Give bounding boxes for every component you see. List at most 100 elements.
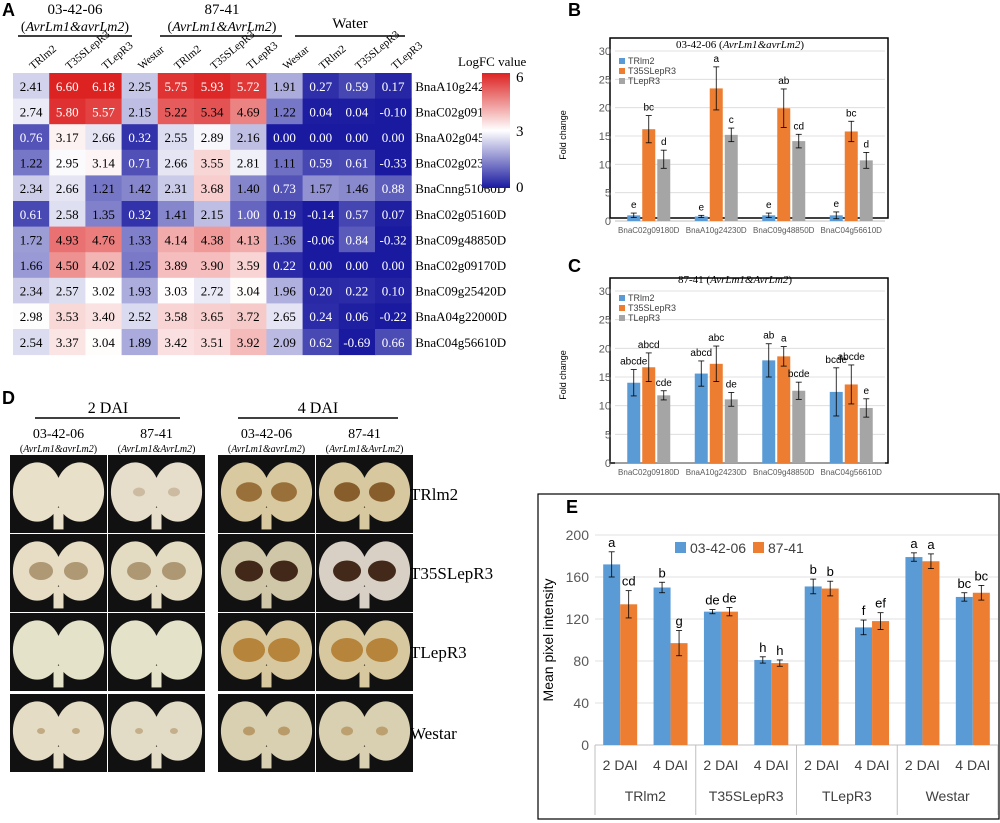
heatmap-cell-value: 0.04 <box>346 104 369 119</box>
significance-letter: b <box>658 565 665 580</box>
bar <box>670 643 688 745</box>
heatmap-cell <box>375 73 412 100</box>
heatmap-cell <box>230 201 267 228</box>
panel-b: B 03-42-06 (AvrLm1&avrLm2) Fold change 0… <box>558 0 889 235</box>
heatmap-cell-value: 3.92 <box>237 335 260 350</box>
bar <box>657 159 671 221</box>
heatmap-row-label: BnaC02g09170D <box>415 258 506 273</box>
heatmap-cell <box>121 252 159 279</box>
heatmap-cell <box>13 149 50 176</box>
bar <box>792 390 806 463</box>
y-tick-label: 80 <box>573 653 589 669</box>
lesion-spot <box>29 562 54 580</box>
heatmap-cell-value: 0.10 <box>382 284 405 299</box>
legend-label: T35SLepR3 <box>628 303 676 313</box>
x-group-label: T35SLepR3 <box>709 788 784 804</box>
heatmap-cell <box>85 303 123 330</box>
legend-label: TLepR3 <box>628 313 660 323</box>
heatmap-cell-value: 0.59 <box>346 79 369 94</box>
significance-letter: bc <box>974 568 988 583</box>
significance-letter: de <box>705 593 719 608</box>
significance-letter: ab <box>778 76 790 87</box>
heatmap-cell <box>194 303 231 330</box>
chart-frame <box>537 493 1000 820</box>
cotyledon-petiole <box>359 665 370 688</box>
heatmap-cell <box>230 252 267 279</box>
heatmap-cell-value: 3.58 <box>165 309 188 324</box>
heatmap-col-label: Westar <box>281 43 312 72</box>
heatmap-cell <box>230 98 267 125</box>
heatmap-cell <box>157 226 195 253</box>
chart-c-plot: 051015202530abcdeabcdcdeBnaC02g09180Dabc… <box>599 277 889 477</box>
panel-a-label: A <box>2 0 15 20</box>
isolate-genotype: (AvrLm1&AvrLm2) <box>326 444 404 455</box>
heatmap-cell-value: 5.34 <box>201 104 224 119</box>
bar <box>720 611 738 745</box>
significance-letter: de <box>726 379 738 390</box>
legend-gradient-bar <box>482 73 510 188</box>
cotyledon-photos <box>10 455 413 772</box>
heatmap-cell-value: 1.72 <box>20 232 43 247</box>
heatmap-cell-value: 6.60 <box>56 79 79 94</box>
significance-letter: abcde <box>838 352 866 363</box>
y-tick-label: 15 <box>599 131 611 143</box>
legend-swatch <box>619 68 625 74</box>
heatmap-cell <box>121 277 159 304</box>
heatmap-cell <box>49 201 86 228</box>
chart-b-ylabel: Fold change <box>558 110 568 160</box>
isolate-genotype: (AvrLm1&AvrLm2) <box>118 444 196 455</box>
heatmap-cell-value: 0.00 <box>346 258 369 273</box>
x-subcategory-label: 2 DAI <box>905 757 940 773</box>
bar <box>905 557 923 745</box>
heatmap-cell <box>194 175 231 202</box>
significance-letter: cde <box>656 378 673 389</box>
significance-letter: bcde <box>788 369 810 380</box>
heatmap-cell <box>49 98 86 125</box>
bar <box>859 160 873 221</box>
heatmap-cell <box>49 175 86 202</box>
heatmap-cell <box>194 226 231 253</box>
legend-label: T35SLepR3 <box>628 66 676 76</box>
heatmap-cell-value: 0.59 <box>309 156 332 171</box>
legend-label: TRlm2 <box>628 56 655 66</box>
significance-letter: bc <box>957 576 971 591</box>
heatmap-cell-value: 3.42 <box>165 335 188 350</box>
heatmap-cell <box>85 98 123 125</box>
cotyledon-petiole <box>261 746 272 769</box>
heatmap-cell <box>49 277 86 304</box>
y-tick-label: 15 <box>599 372 611 384</box>
heatmap-cell-value: 2.72 <box>201 284 224 299</box>
heatmap-cell-value: 0.57 <box>346 207 369 222</box>
heatmap-cell-value: 5.75 <box>165 79 188 94</box>
heatmap-col-label: TLepR3 <box>245 39 281 72</box>
y-tick-label: 160 <box>566 569 590 585</box>
y-tick-label: 25 <box>599 315 611 327</box>
heatmap-cell-value: 2.57 <box>56 284 79 299</box>
heatmap-col-label: TRlm2 <box>317 43 349 72</box>
heatmap-cell-value: 3.02 <box>92 284 115 299</box>
heatmap-cell <box>338 98 376 125</box>
heatmap-cell-value: -0.10 <box>380 104 407 119</box>
heatmap-cell <box>85 201 123 228</box>
y-tick-label: 0 <box>605 458 611 470</box>
legend-swatch <box>675 542 686 553</box>
lesion-spot <box>269 560 298 582</box>
heatmap-row-label: BnaC04g56610D <box>415 335 506 350</box>
lesion-spot <box>127 562 152 580</box>
heatmap-cell <box>194 149 231 176</box>
bar <box>777 356 791 463</box>
cotyledon-lobe <box>55 462 105 522</box>
heatmap-cell <box>157 201 195 228</box>
isolate-name: 87-41 <box>140 427 173 442</box>
heatmap-cell <box>302 277 340 304</box>
heatmap-cell-value: 3.03 <box>165 284 188 299</box>
heatmap-cell <box>49 149 86 176</box>
heatmap-cell <box>302 303 340 330</box>
heatmap-cell-value: 0.00 <box>382 258 405 273</box>
heatmap-cell-value: 2.34 <box>20 284 43 299</box>
bar <box>972 592 990 745</box>
lesion-spot <box>270 482 297 502</box>
significance-letter: a <box>713 54 719 65</box>
panel-d-label: D <box>2 388 15 408</box>
